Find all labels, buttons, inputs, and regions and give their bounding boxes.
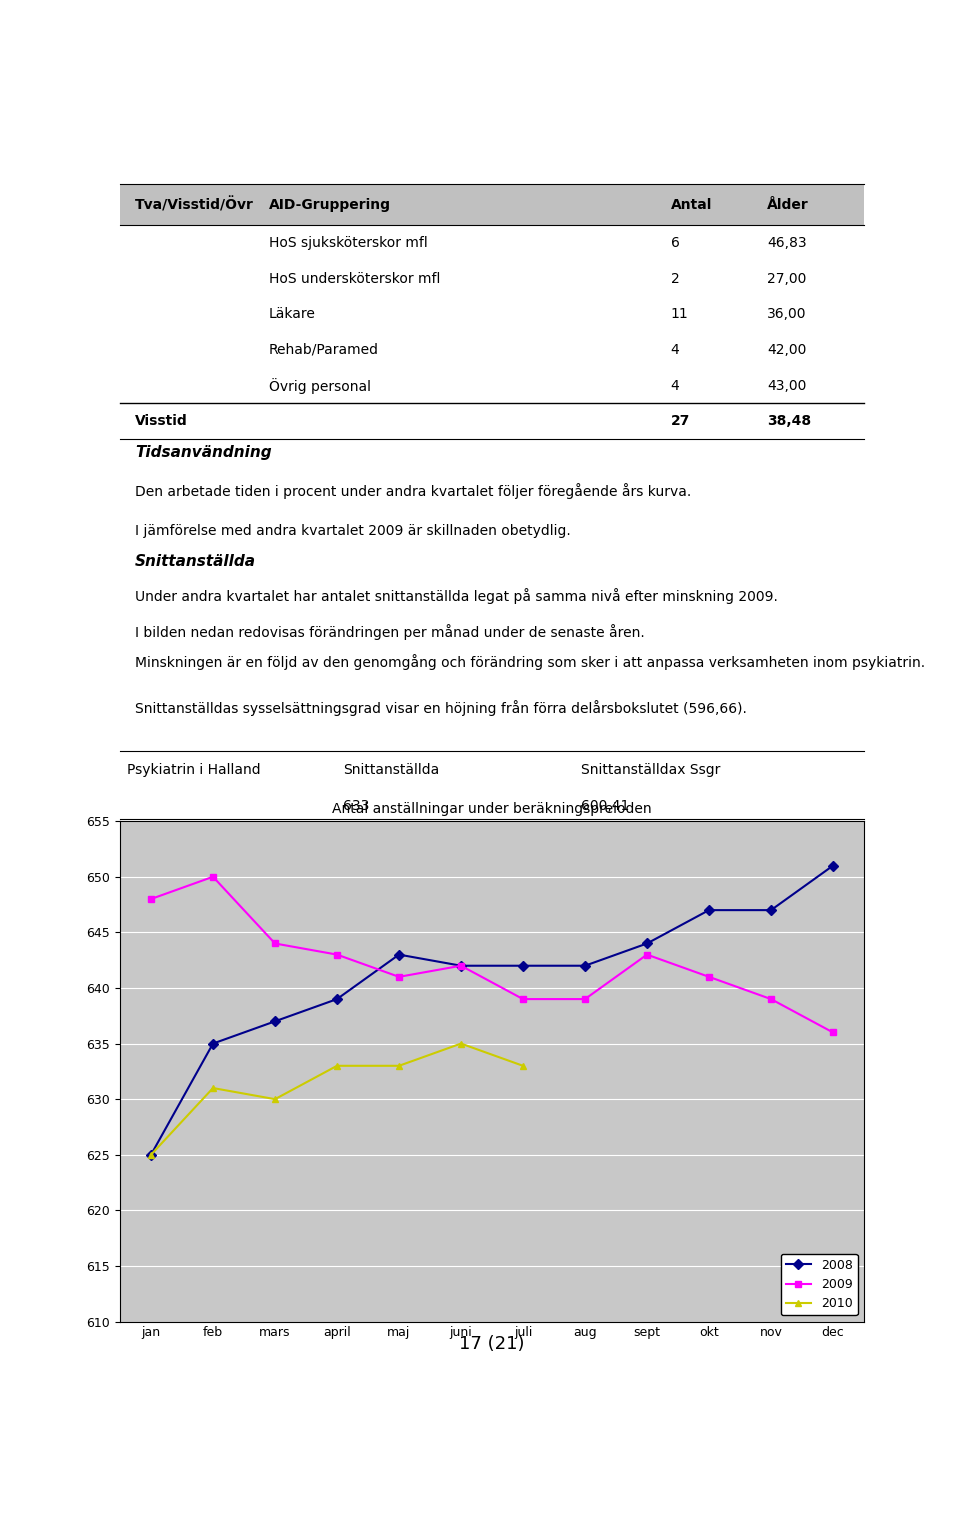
Text: Snittanställdas sysselsättningsgrad visar en höjning från förra delårsbokslutet : Snittanställdas sysselsättningsgrad visa… bbox=[134, 700, 747, 716]
2010 bbox=[517, 1057, 529, 1075]
2008 bbox=[331, 989, 343, 1008]
Text: Ålder: Ålder bbox=[767, 198, 809, 212]
2009 bbox=[331, 945, 343, 963]
Text: 38,48: 38,48 bbox=[767, 415, 811, 429]
Text: Snittanställdax Ssgr: Snittanställdax Ssgr bbox=[581, 763, 721, 777]
2008 bbox=[394, 945, 405, 963]
Text: 600,41: 600,41 bbox=[581, 799, 630, 814]
Text: 6: 6 bbox=[670, 237, 680, 250]
2009 bbox=[704, 968, 715, 986]
Title: Antal anställningar under beräkningspreioden: Antal anställningar under beräkningsprei… bbox=[332, 802, 652, 816]
Text: 4: 4 bbox=[670, 378, 680, 393]
Text: Snittanställda: Snittanställda bbox=[344, 763, 440, 777]
Text: 27,00: 27,00 bbox=[767, 272, 806, 286]
2009 bbox=[394, 968, 405, 986]
Text: Under andra kvartalet har antalet snittanställda legat på samma nivå efter minsk: Under andra kvartalet har antalet snitta… bbox=[134, 588, 778, 604]
2009 bbox=[828, 1023, 839, 1041]
2008 bbox=[207, 1034, 219, 1052]
Text: Övrig personal: Övrig personal bbox=[269, 378, 371, 393]
2010 bbox=[145, 1146, 156, 1164]
Text: Tidsanvändning: Tidsanvändning bbox=[134, 444, 272, 459]
2008 bbox=[455, 957, 467, 975]
2009 bbox=[145, 889, 156, 908]
Bar bbox=[120, 184, 864, 226]
2010 bbox=[394, 1057, 405, 1075]
Legend: 2008, 2009, 2010: 2008, 2009, 2010 bbox=[780, 1253, 857, 1315]
Text: 43,00: 43,00 bbox=[767, 378, 806, 393]
Text: Rehab/Paramed: Rehab/Paramed bbox=[269, 343, 379, 356]
Line: 2009: 2009 bbox=[148, 874, 836, 1035]
Text: 42,00: 42,00 bbox=[767, 343, 806, 356]
2008 bbox=[517, 957, 529, 975]
2009 bbox=[579, 989, 590, 1008]
Text: 11: 11 bbox=[670, 307, 688, 321]
2009 bbox=[765, 989, 777, 1008]
2009 bbox=[207, 868, 219, 886]
Text: Minskningen är en följd av den genomgång och förändring som sker i att anpassa v: Minskningen är en följd av den genomgång… bbox=[134, 654, 925, 670]
Line: 2008: 2008 bbox=[148, 862, 836, 1158]
Text: AID-Gruppering: AID-Gruppering bbox=[269, 198, 391, 212]
Text: I jämförelse med andra kvartalet 2009 är skillnaden obetydlig.: I jämförelse med andra kvartalet 2009 är… bbox=[134, 524, 570, 538]
Text: 27: 27 bbox=[670, 415, 690, 429]
2009 bbox=[641, 945, 653, 963]
2008 bbox=[579, 957, 590, 975]
Text: Psykiatrin i Halland: Psykiatrin i Halland bbox=[128, 763, 261, 777]
Text: 2: 2 bbox=[670, 272, 680, 286]
2009 bbox=[455, 957, 467, 975]
Text: Visstid: Visstid bbox=[134, 415, 187, 429]
Text: 17 (21): 17 (21) bbox=[459, 1335, 525, 1353]
2008 bbox=[145, 1146, 156, 1164]
2008 bbox=[641, 934, 653, 952]
2008 bbox=[704, 902, 715, 920]
Line: 2010: 2010 bbox=[148, 1040, 526, 1158]
Text: Snittanställda: Snittanställda bbox=[134, 554, 256, 570]
2010 bbox=[455, 1034, 467, 1052]
Text: HoS sjuksköterskor mfl: HoS sjuksköterskor mfl bbox=[269, 237, 427, 250]
Text: I bilden nedan redovisas förändringen per månad under de senaste åren.: I bilden nedan redovisas förändringen pe… bbox=[134, 624, 644, 641]
2009 bbox=[269, 934, 280, 952]
2009 bbox=[517, 989, 529, 1008]
Text: 36,00: 36,00 bbox=[767, 307, 806, 321]
2008 bbox=[828, 857, 839, 876]
Text: Tva/Visstid/Övr: Tva/Visstid/Övr bbox=[134, 197, 253, 212]
2008 bbox=[269, 1012, 280, 1031]
2010 bbox=[207, 1078, 219, 1097]
Text: Den arbetade tiden i procent under andra kvartalet följer föregående års kurva.: Den arbetade tiden i procent under andra… bbox=[134, 482, 691, 499]
2010 bbox=[269, 1091, 280, 1109]
Text: 46,83: 46,83 bbox=[767, 237, 807, 250]
Text: 633: 633 bbox=[344, 799, 370, 814]
Text: Antal: Antal bbox=[670, 198, 712, 212]
Text: 4: 4 bbox=[670, 343, 680, 356]
Text: Läkare: Läkare bbox=[269, 307, 316, 321]
2008 bbox=[765, 902, 777, 920]
2010 bbox=[331, 1057, 343, 1075]
Text: HoS undersköterskor mfl: HoS undersköterskor mfl bbox=[269, 272, 441, 286]
